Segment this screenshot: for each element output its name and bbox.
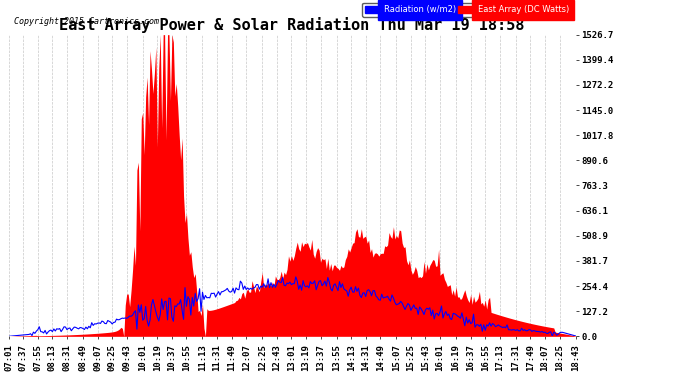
Text: Copyright 2015 Cartronics.com: Copyright 2015 Cartronics.com (14, 16, 159, 26)
Title: East Array Power & Solar Radiation Thu Mar 19 18:58: East Array Power & Solar Radiation Thu M… (59, 18, 525, 33)
Legend: Radiation (w/m2), East Array (DC Watts): Radiation (w/m2), East Array (DC Watts) (362, 3, 571, 16)
